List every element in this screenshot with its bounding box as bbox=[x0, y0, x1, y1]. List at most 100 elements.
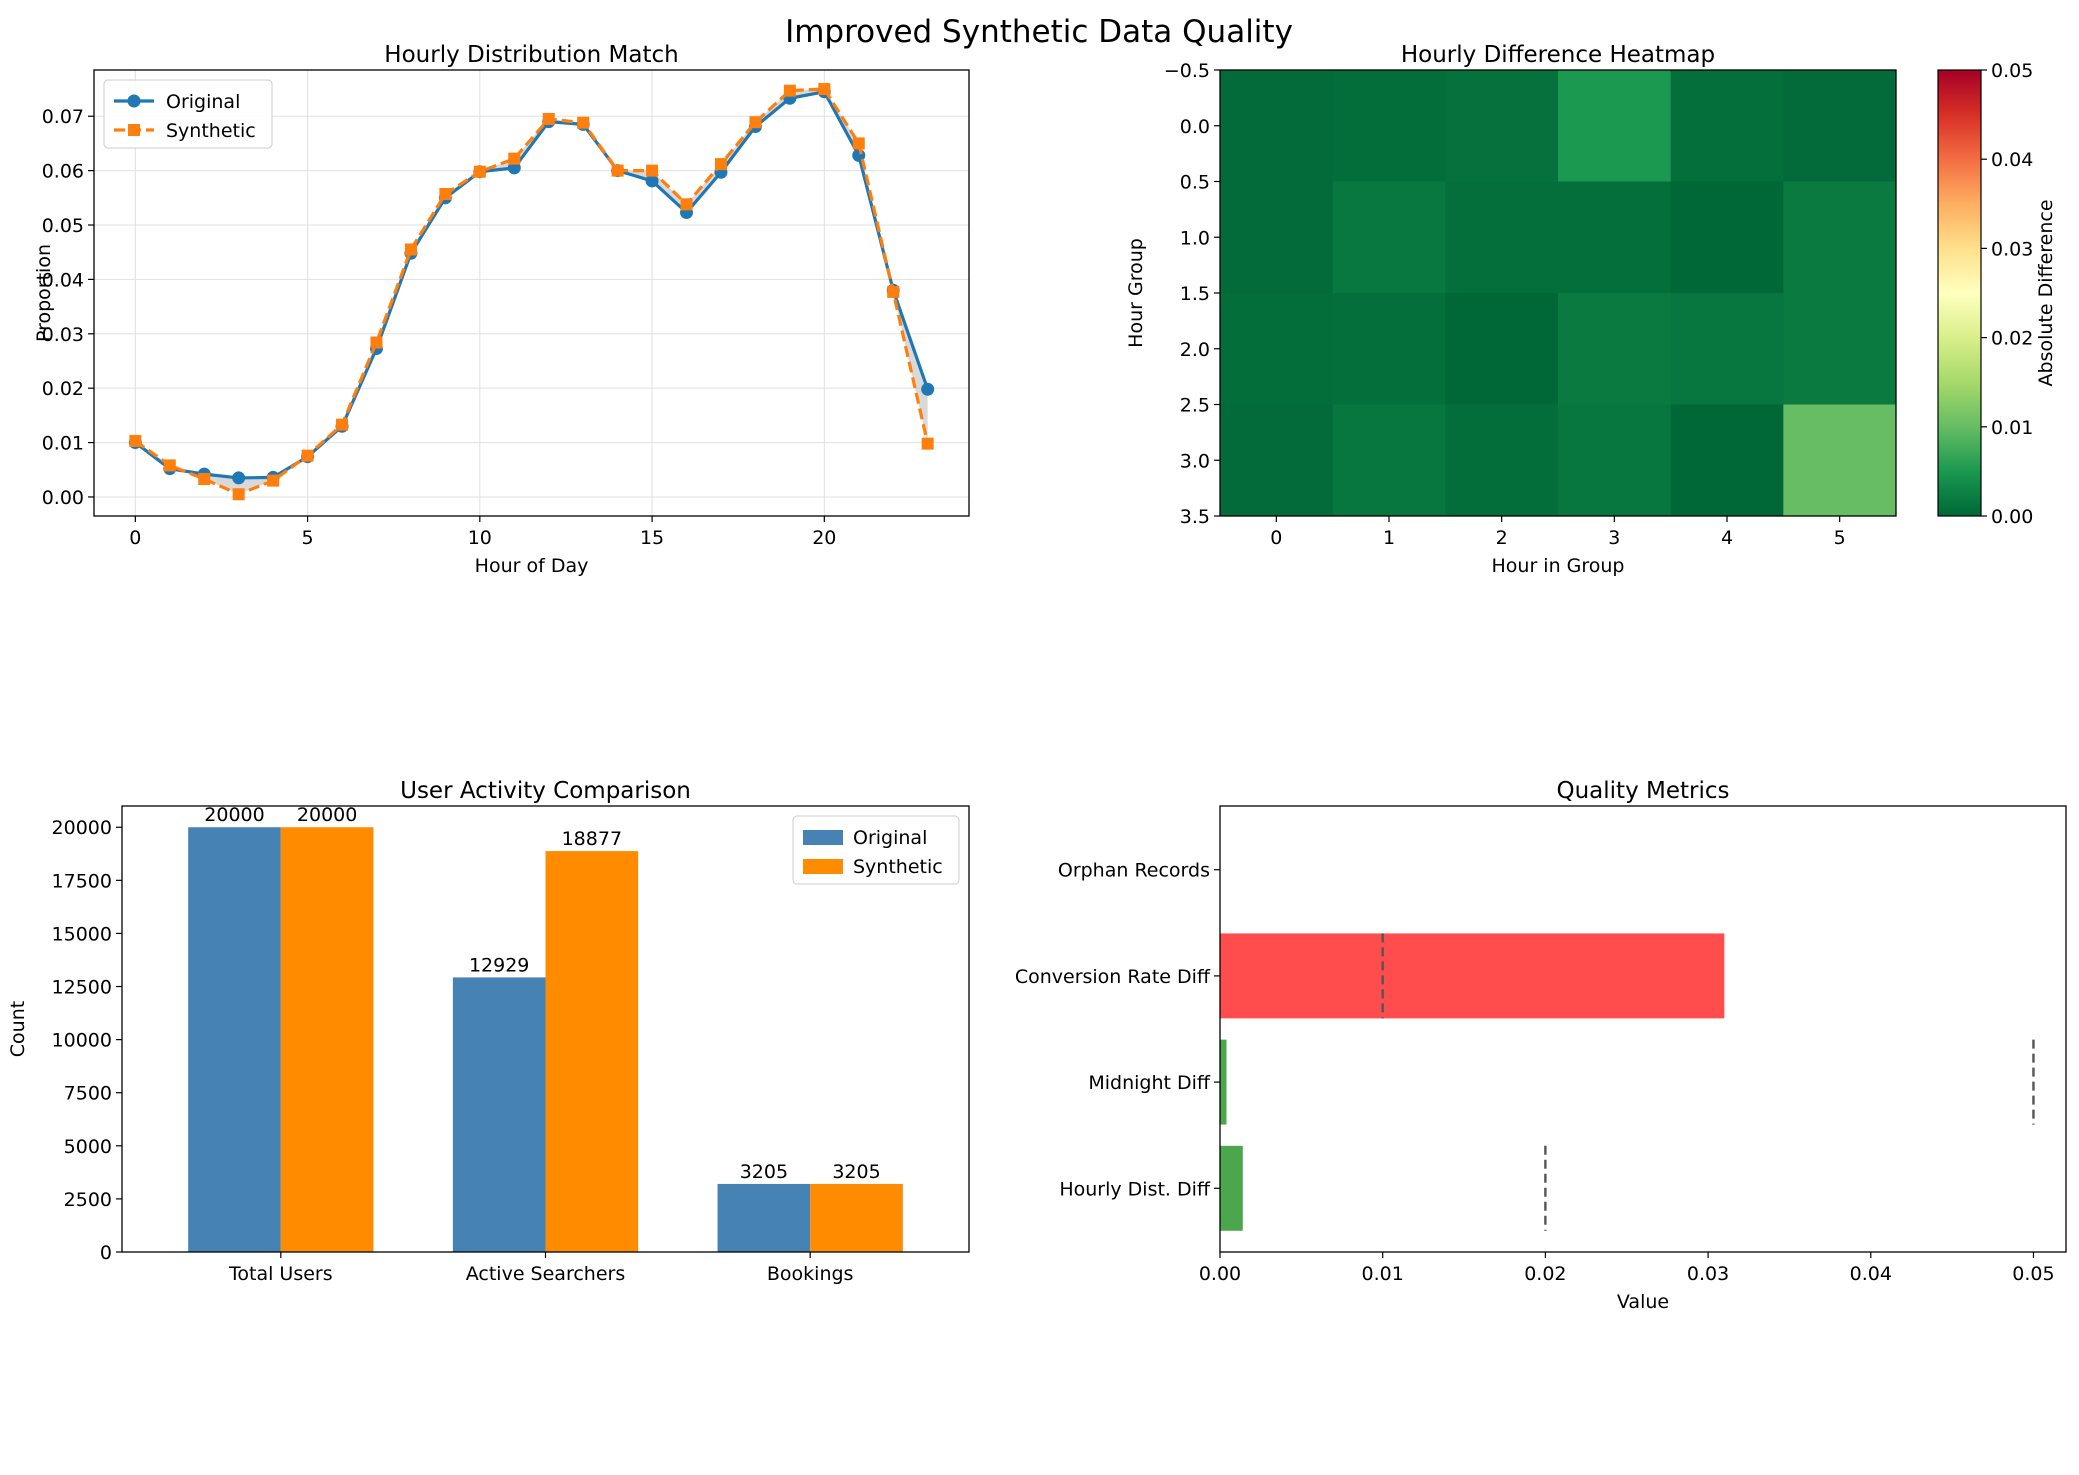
x-tick-label: 0.05 bbox=[2012, 1263, 2054, 1285]
heatmap-cell bbox=[1670, 181, 1784, 294]
colorbar-tick-label: 0.05 bbox=[1991, 60, 2033, 82]
data-point-synthetic bbox=[577, 116, 590, 129]
quality-metrics-panel: 0.00 0.01 0.02 0.03 0.04 0.05 Hourly Dist. Dif… bbox=[1015, 778, 2067, 1313]
heatmap-cell bbox=[1783, 293, 1897, 405]
y-tick-label: Conversion Rate Diff bbox=[1015, 966, 1211, 988]
x-tick-label: 1 bbox=[1383, 527, 1395, 549]
heatmap-cell bbox=[1670, 70, 1784, 182]
heatmap-cell bbox=[1558, 404, 1672, 517]
y-tick-label: 1.0 bbox=[1180, 227, 1210, 249]
bar-original bbox=[188, 827, 281, 1252]
y-axis-label: Count bbox=[7, 1001, 29, 1057]
difference-fill bbox=[135, 89, 928, 495]
y-tick-label: 3.0 bbox=[1180, 450, 1210, 472]
heatmap-cell bbox=[1558, 293, 1672, 405]
x-tick-label: Bookings bbox=[767, 1263, 854, 1285]
legend-label-synthetic: Synthetic bbox=[166, 120, 256, 142]
data-point-synthetic bbox=[783, 84, 796, 97]
heatmap-cell bbox=[1445, 70, 1559, 182]
y-tick-label: 0.5 bbox=[1180, 172, 1210, 194]
bar-value-label: 20000 bbox=[297, 804, 357, 826]
series-line-original bbox=[134, 89, 930, 480]
data-point-synthetic bbox=[887, 285, 900, 298]
figure-title: Improved Synthetic Data Quality bbox=[785, 14, 1293, 50]
user-activity-panel: 0 2500 5000 7500 10000 12500 15000 17500 20000 20… bbox=[7, 778, 970, 1285]
colorbar-tick-label: 0.00 bbox=[1991, 506, 2033, 528]
heatmap-cell bbox=[1220, 404, 1334, 517]
data-point-synthetic bbox=[852, 137, 865, 150]
x-tick-label: 20 bbox=[812, 527, 836, 549]
bar-original bbox=[717, 1183, 811, 1252]
legend-label-original: Original bbox=[853, 827, 927, 849]
x-tick-label: 10 bbox=[468, 527, 492, 549]
series-line-synthetic bbox=[134, 87, 930, 496]
x-tick-label: 0.00 bbox=[1199, 1263, 1241, 1285]
data-point-synthetic bbox=[921, 437, 934, 450]
data-point-synthetic bbox=[198, 473, 211, 486]
data-point-original bbox=[921, 382, 935, 396]
y-tick-label: 0.06 bbox=[42, 161, 84, 183]
legend-label-synthetic: Synthetic bbox=[853, 856, 943, 878]
y-tick-label: 1.5 bbox=[1180, 283, 1210, 305]
y-tick-label: 2500 bbox=[64, 1189, 112, 1211]
y-tick-label: 0.03 bbox=[42, 324, 84, 346]
y-axis-label: Proportion bbox=[33, 244, 55, 342]
x-tick-label: 0.02 bbox=[1524, 1263, 1566, 1285]
data-point-synthetic bbox=[301, 449, 314, 462]
metric-bar bbox=[1220, 1039, 1227, 1125]
heatmap-cell bbox=[1783, 70, 1897, 182]
bar-value-label: 18877 bbox=[562, 828, 622, 850]
x-tick-label: Total Users bbox=[228, 1263, 333, 1285]
y-tick-label: −0.5 bbox=[1164, 60, 1210, 82]
heatmap-cell bbox=[1558, 70, 1672, 182]
metric-bar bbox=[1220, 933, 1725, 1019]
bar-value-label: 20000 bbox=[204, 804, 264, 826]
legend-swatch-original bbox=[803, 830, 843, 845]
y-tick-label: 10000 bbox=[52, 1030, 112, 1052]
y-axis-label: Hour Group bbox=[1125, 238, 1147, 348]
y-tick-label: 0.02 bbox=[42, 378, 84, 400]
y-tick-label: 20000 bbox=[52, 817, 112, 839]
heatmap-cell bbox=[1332, 181, 1446, 294]
data-point-synthetic bbox=[336, 418, 349, 431]
y-tick-label: 0.00 bbox=[42, 487, 84, 509]
heatmap-panel: 0 1 2 3 4 5 −0.5 0.0 0.5 1.0 1.5 2.0 2.5 3.0 3.5 Hourly… bbox=[1125, 42, 2057, 577]
bar-original bbox=[452, 977, 546, 1252]
x-tick-label: 15 bbox=[640, 527, 664, 549]
data-point-synthetic bbox=[163, 459, 176, 472]
plot-frame bbox=[1219, 805, 2067, 1253]
chart-title: Hourly Difference Heatmap bbox=[1401, 42, 1715, 68]
plot-frame bbox=[1219, 69, 1897, 517]
x-tick-label: 3 bbox=[1608, 527, 1620, 549]
x-axis-label: Hour of Day bbox=[475, 555, 589, 577]
x-tick-label: 4 bbox=[1721, 527, 1733, 549]
heatmap-cell bbox=[1558, 181, 1672, 294]
bar-synthetic bbox=[810, 1183, 903, 1252]
heatmap-cell bbox=[1332, 404, 1446, 517]
data-point-synthetic bbox=[370, 336, 383, 349]
colorbar-tick-label: 0.02 bbox=[1991, 328, 2033, 350]
heatmap-cell bbox=[1445, 404, 1559, 517]
y-tick-label: 5000 bbox=[64, 1136, 112, 1158]
heatmap-cell bbox=[1670, 404, 1784, 517]
data-point-synthetic bbox=[473, 165, 486, 178]
heatmap-cell bbox=[1445, 293, 1559, 405]
x-tick-label: 0.01 bbox=[1362, 1263, 1404, 1285]
x-tick-label: 5 bbox=[302, 527, 314, 549]
metric-bar bbox=[1220, 1145, 1243, 1231]
y-tick-label: 2.5 bbox=[1180, 395, 1210, 417]
data-point-synthetic bbox=[646, 164, 659, 177]
bar-synthetic bbox=[545, 851, 639, 1252]
data-point-synthetic bbox=[680, 198, 693, 211]
y-tick-label: 0.07 bbox=[42, 106, 84, 128]
bar-value-label: 12929 bbox=[469, 954, 529, 976]
colorbar-tick-label: 0.03 bbox=[1991, 238, 2033, 260]
x-tick-label: 2 bbox=[1496, 527, 1508, 549]
data-point-synthetic bbox=[542, 112, 555, 125]
bar-value-label: 3205 bbox=[832, 1161, 880, 1183]
heatmap-cell bbox=[1670, 293, 1784, 405]
legend-label-original: Original bbox=[166, 91, 240, 113]
x-tick-label: 0.04 bbox=[1850, 1263, 1892, 1285]
heatmap-cell bbox=[1332, 293, 1446, 405]
